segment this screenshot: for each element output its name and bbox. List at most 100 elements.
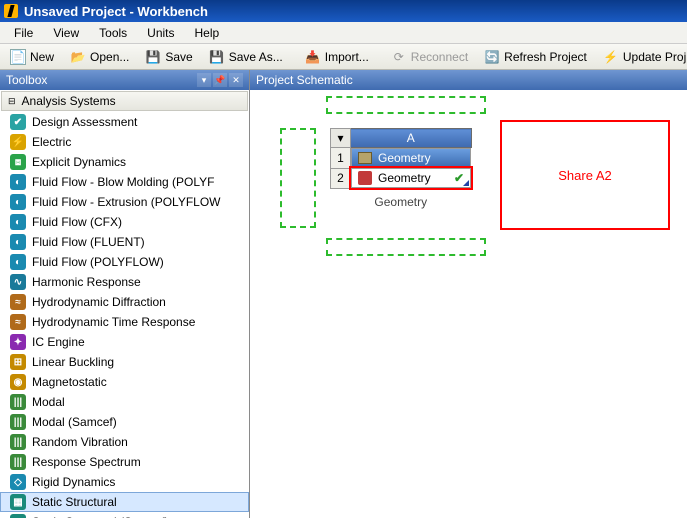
toolbox-item[interactable]: ▦Static Structural (Samcef) — [0, 512, 249, 518]
toolbox-item-label: Fluid Flow (CFX) — [32, 215, 122, 229]
panel-dropdown-icon[interactable]: ▾ — [197, 73, 211, 87]
saveas-label: Save As... — [229, 50, 283, 64]
new-label: New — [30, 50, 54, 64]
system-type-icon: ⚡ — [10, 134, 26, 150]
toolbox-section-header[interactable]: ⊟ Analysis Systems — [1, 91, 248, 111]
toolbox-item[interactable]: ◐ Fluid Flow (POLYFLOW) — [0, 252, 249, 272]
toolbox-item-label: Fluid Flow (FLUENT) — [32, 235, 145, 249]
saveas-button[interactable]: 💾 Save As... — [202, 46, 290, 68]
toolbox-item[interactable]: ⚡Electric — [0, 132, 249, 152]
toolbox-item-label: Modal (Samcef) — [32, 415, 117, 429]
refresh-icon: 🔄 — [484, 49, 500, 65]
cell-A2[interactable]: Geometry ✔ — [351, 168, 471, 188]
toolbox-item[interactable]: ∿Harmonic Response — [0, 272, 249, 292]
new-button[interactable]: 📄 New — [3, 46, 61, 68]
menu-view[interactable]: View — [43, 24, 89, 42]
window-title: Unsaved Project - Workbench — [24, 4, 208, 19]
toolbox-item[interactable]: ✔ Design Assessment — [0, 112, 249, 132]
import-icon: 📥 — [305, 49, 321, 65]
toolbox-item[interactable]: ◐ Fluid Flow - Blow Molding (POLYF — [0, 172, 249, 192]
toolbox-item-label: Fluid Flow (POLYFLOW) — [32, 255, 164, 269]
toolbox-item-label: Rigid Dynamics — [32, 475, 115, 489]
toolbox-item[interactable]: |||Response Spectrum — [0, 452, 249, 472]
collapse-icon: ⊟ — [8, 96, 16, 107]
system-type-icon: ◉ — [10, 374, 26, 390]
menu-tools[interactable]: Tools — [89, 24, 137, 42]
cell-A1[interactable]: Geometry — [351, 148, 471, 168]
toolbox-item-label: Fluid Flow - Blow Molding (POLYF — [32, 175, 215, 189]
new-icon: 📄 — [10, 49, 26, 65]
save-label: Save — [165, 50, 192, 64]
system-type-icon: ◐ — [10, 234, 26, 250]
panel-close-icon[interactable]: ✕ — [229, 73, 243, 87]
system-caption: Geometry — [330, 195, 472, 209]
toolbox-item[interactable]: ⧈Explicit Dynamics — [0, 152, 249, 172]
schematic-header: Project Schematic — [250, 70, 687, 90]
toolbox-item-label: Response Spectrum — [32, 455, 141, 469]
system-type-icon: ||| — [10, 434, 26, 450]
toolbox-item[interactable]: ⊞Linear Buckling — [0, 352, 249, 372]
system-block-A[interactable]: ▾ A 1 Geometry 2 Geomet — [330, 128, 472, 209]
toolbox-item[interactable]: ✦IC Engine — [0, 332, 249, 352]
app-logo-icon — [4, 4, 18, 18]
share-annotation: Share A2 — [500, 120, 670, 230]
system-type-icon: ◐ — [10, 174, 26, 190]
analysis-systems-tree: ✔ Design Assessment ⚡Electric⧈Explicit Dyn… — [0, 112, 249, 518]
refresh-button[interactable]: 🔄 Refresh Project — [477, 46, 594, 68]
menu-bar: File View Tools Units Help — [0, 22, 687, 44]
update-icon: ⚡ — [603, 49, 619, 65]
toolbox-header: Toolbox ▾ 📌 ✕ — [0, 70, 249, 90]
toolbox-item[interactable]: ≈Hydrodynamic Time Response — [0, 312, 249, 332]
schematic-canvas[interactable]: ▾ A 1 Geometry 2 Geomet — [250, 90, 687, 518]
save-icon: 💾 — [145, 49, 161, 65]
cell-A2-label: Geometry — [378, 171, 431, 185]
toolbox-item[interactable]: ||| Modal — [0, 392, 249, 412]
toolbox-item[interactable]: ◐Fluid Flow - Extrusion (POLYFLOW — [0, 192, 249, 212]
system-type-icon: ⧈ — [10, 154, 26, 170]
open-icon: 📂 — [70, 49, 86, 65]
toolbox-title: Toolbox — [6, 73, 195, 87]
reconnect-button[interactable]: ⟳ Reconnect — [384, 46, 475, 68]
schematic-title: Project Schematic — [256, 73, 681, 87]
toolbox-item[interactable]: ▦Static Structural — [0, 492, 249, 512]
menu-help[interactable]: Help — [185, 24, 230, 42]
system-type-icon: ◇ — [10, 474, 26, 490]
system-type-icon: ⊞ — [10, 354, 26, 370]
open-button[interactable]: 📂 Open... — [63, 46, 136, 68]
drop-zone-left[interactable] — [280, 128, 316, 228]
toolbox-item[interactable]: ≈Hydrodynamic Diffraction — [0, 292, 249, 312]
title-bar: Unsaved Project - Workbench — [0, 0, 687, 22]
toolbox-item-label: Hydrodynamic Time Response — [32, 315, 195, 329]
toolbox-item-label: Harmonic Response — [32, 275, 141, 289]
menu-units[interactable]: Units — [137, 24, 184, 42]
toolbox-item[interactable]: ◐ Fluid Flow (CFX) — [0, 212, 249, 232]
drop-zone-top[interactable] — [326, 96, 486, 114]
column-A-header[interactable]: A — [351, 129, 472, 148]
cell-A1-label: Geometry — [378, 151, 431, 165]
system-type-icon: ||| — [10, 394, 26, 410]
system-type-icon: ✔ — [10, 114, 26, 130]
schematic-panel: Project Schematic ▾ A 1 Geometry — [250, 70, 687, 518]
system-type-icon: ◐ — [10, 214, 26, 230]
toolbox-item-label: Random Vibration — [32, 435, 128, 449]
toolbar: 📄 New 📂 Open... 💾 Save 💾 Save As... 📥 Im… — [0, 44, 687, 70]
toolbox-item[interactable]: ◐ Fluid Flow (FLUENT) — [0, 232, 249, 252]
toolbox-item[interactable]: ◉Magnetostatic — [0, 372, 249, 392]
import-button[interactable]: 📥 Import... — [298, 46, 376, 68]
panel-pin-icon[interactable]: 📌 — [213, 73, 227, 87]
toolbox-item[interactable]: ||| Random Vibration — [0, 432, 249, 452]
system-type-icon: ◐ — [10, 254, 26, 270]
toolbox-item-label: Modal — [32, 395, 65, 409]
update-button[interactable]: ⚡ Update Proj — [596, 46, 687, 68]
save-button[interactable]: 💾 Save — [138, 46, 199, 68]
refresh-label: Refresh Project — [504, 50, 587, 64]
toolbox-item[interactable]: |||Modal (Samcef) — [0, 412, 249, 432]
menu-file[interactable]: File — [4, 24, 43, 42]
toolbox-item-label: Design Assessment — [32, 115, 137, 129]
toolbox-item-label: Static Structural — [32, 495, 117, 509]
drop-zone-bottom[interactable] — [326, 238, 486, 256]
toolbox-item[interactable]: ◇ Rigid Dynamics — [0, 472, 249, 492]
reconnect-label: Reconnect — [411, 50, 468, 64]
column-menu[interactable]: ▾ — [331, 129, 351, 148]
system-type-icon: ✦ — [10, 334, 26, 350]
